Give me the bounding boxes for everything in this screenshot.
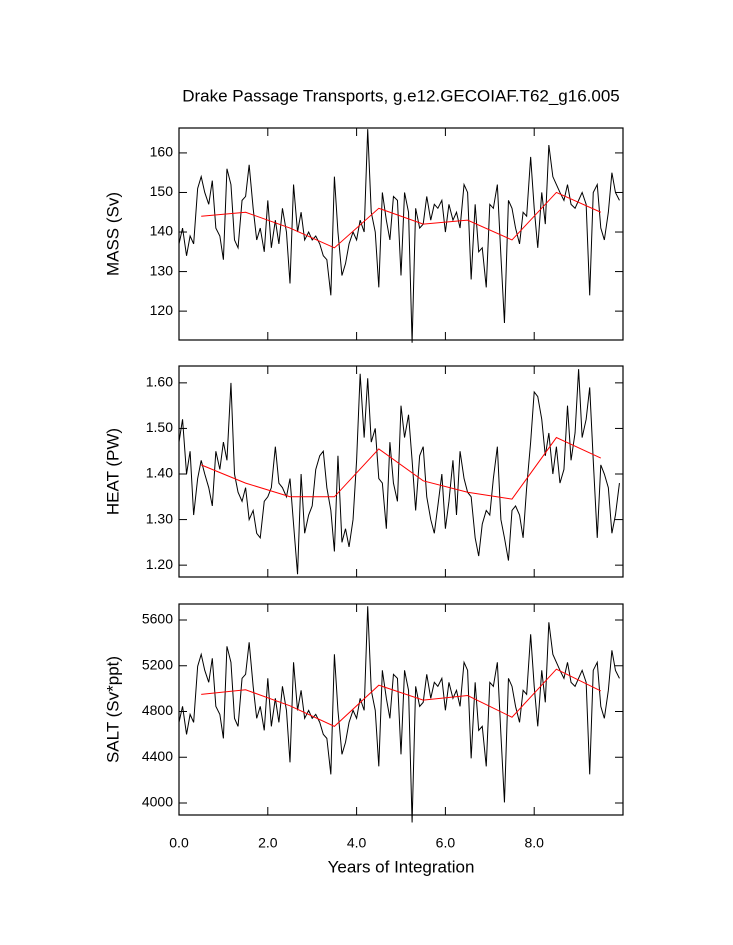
series-line [201, 668, 602, 727]
y-tick-label: 120 [150, 302, 174, 318]
y-tick-label: 4800 [142, 702, 173, 718]
x-tick-label: 4.0 [347, 835, 367, 851]
series-line [178, 129, 620, 343]
series-line [201, 436, 602, 500]
chart-title: Drake Passage Transports, g.e12.GECOIAF.… [182, 86, 620, 105]
y-tick-label: 5600 [142, 611, 173, 627]
y-tick-label: 1.40 [146, 465, 173, 481]
y-axis-label: HEAT (PW) [103, 428, 122, 515]
y-axis-label: MASS (Sv) [103, 192, 122, 276]
x-tick-label: 6.0 [436, 835, 456, 851]
y-tick-label: 1.20 [146, 556, 173, 572]
x-tick-label: 8.0 [524, 835, 544, 851]
y-tick-label: 150 [150, 183, 174, 199]
series-line [201, 191, 602, 249]
y-tick-label: 1.50 [146, 419, 173, 435]
y-tick-label: 4400 [142, 748, 173, 764]
plot-frame [178, 365, 624, 578]
x-axis-label: Years of Integration [328, 857, 475, 876]
y-tick-label: 4000 [142, 794, 173, 810]
x-tick-label: 2.0 [258, 835, 278, 851]
series-line [178, 369, 620, 575]
plot-frame [178, 603, 624, 816]
x-tick-label: 0.0 [169, 835, 189, 851]
y-tick-label: 140 [150, 223, 174, 239]
y-tick-label: 5200 [142, 656, 173, 672]
y-tick-label: 130 [150, 262, 174, 278]
y-tick-label: 1.30 [146, 510, 173, 526]
y-axis-label: SALT (Sv*ppt) [103, 656, 122, 763]
plot-frame [178, 127, 624, 341]
y-tick-label: 160 [150, 144, 174, 160]
y-tick-label: 1.60 [146, 374, 173, 390]
series-line [178, 606, 620, 823]
